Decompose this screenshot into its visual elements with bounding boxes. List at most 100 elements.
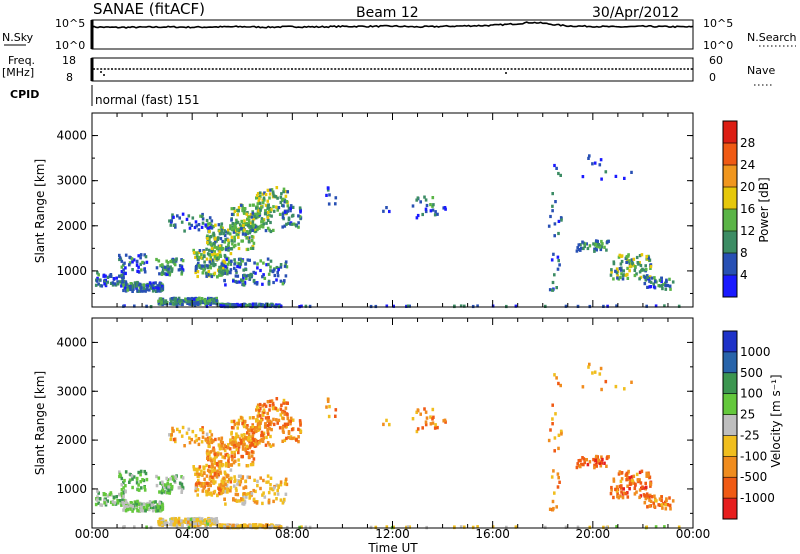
velocity-cell bbox=[118, 474, 121, 479]
power-cell bbox=[136, 269, 140, 273]
velocity-cell bbox=[109, 491, 113, 495]
velocity-cell bbox=[677, 525, 681, 529]
power-cell bbox=[257, 199, 261, 203]
velocity-cell bbox=[235, 432, 238, 436]
power-cell bbox=[223, 240, 227, 244]
power-cell bbox=[325, 193, 328, 197]
power-cell bbox=[204, 302, 208, 307]
power-cell bbox=[431, 196, 435, 200]
power-cell bbox=[646, 275, 650, 279]
velocity-cell bbox=[209, 522, 213, 526]
power-cell bbox=[267, 262, 270, 267]
colorbar-swatch bbox=[723, 231, 737, 254]
power-cell bbox=[170, 258, 174, 262]
power-cell bbox=[283, 200, 287, 204]
velocity-cell bbox=[588, 525, 592, 530]
power-cell bbox=[557, 259, 560, 263]
power-cell bbox=[116, 282, 120, 286]
power-cell bbox=[622, 273, 626, 277]
power-cell bbox=[204, 264, 207, 268]
velocity-cell bbox=[285, 482, 289, 487]
velocity-cell bbox=[212, 481, 216, 485]
velocity-cell bbox=[560, 432, 563, 436]
power-cell bbox=[271, 190, 275, 194]
power-cell bbox=[240, 303, 243, 307]
velocity-cell bbox=[638, 488, 642, 492]
velocity-cell bbox=[639, 481, 643, 485]
power-cell bbox=[133, 281, 137, 285]
velocity-cell bbox=[279, 525, 283, 529]
power-cell bbox=[213, 250, 216, 254]
power-cell bbox=[159, 302, 162, 306]
power-cell bbox=[213, 271, 217, 275]
velocity-cell bbox=[647, 473, 651, 477]
velocity-cell bbox=[551, 422, 554, 426]
velocity-cell bbox=[180, 519, 183, 523]
velocity-cell bbox=[279, 480, 283, 484]
power-cell bbox=[118, 255, 122, 260]
velocity-cell bbox=[201, 426, 204, 430]
power-cell bbox=[239, 257, 242, 261]
power-cell bbox=[645, 254, 648, 259]
velocity-cell bbox=[220, 436, 224, 440]
power-cell bbox=[202, 264, 206, 268]
velocity-cell bbox=[188, 441, 192, 445]
velocity-cell bbox=[668, 496, 671, 500]
velocity-cell bbox=[669, 507, 672, 511]
velocity-cell bbox=[424, 420, 428, 424]
velocity-cell bbox=[459, 525, 463, 529]
velocity-cell bbox=[289, 416, 293, 420]
velocity-cell bbox=[169, 522, 172, 527]
power-cell bbox=[246, 258, 250, 262]
nave-label: Nave bbox=[747, 64, 775, 77]
power-cell bbox=[432, 203, 435, 207]
colorbar-tick: 24 bbox=[740, 158, 755, 172]
velocity-cell bbox=[206, 481, 209, 486]
velocity-cell bbox=[237, 447, 240, 451]
power-cell bbox=[583, 244, 586, 249]
velocity-cell bbox=[453, 525, 456, 530]
power-cell bbox=[256, 215, 259, 219]
power-cell bbox=[244, 267, 248, 272]
power-cell bbox=[209, 298, 213, 302]
freq-tick-top: 18 bbox=[62, 54, 76, 67]
power-cell bbox=[586, 246, 590, 251]
velocity-cell bbox=[226, 443, 230, 447]
velocity-cell bbox=[298, 419, 302, 423]
power-cell bbox=[616, 276, 619, 280]
velocity-cell bbox=[220, 479, 224, 484]
velocity-cell bbox=[169, 437, 173, 442]
velocity-cell bbox=[260, 434, 263, 438]
velocity-cell bbox=[279, 483, 283, 487]
power-cell bbox=[298, 206, 302, 210]
power-cell bbox=[120, 275, 124, 279]
power-cell bbox=[270, 188, 274, 192]
power-cell bbox=[157, 286, 160, 290]
velocity-cell bbox=[635, 490, 638, 494]
power-cell bbox=[266, 210, 270, 215]
power-cell bbox=[600, 177, 603, 181]
power-cell bbox=[216, 237, 220, 241]
power-cell bbox=[272, 268, 276, 272]
velocity-cell bbox=[158, 490, 161, 494]
velocity-cell bbox=[552, 469, 555, 473]
power-cell bbox=[243, 228, 246, 232]
power-cell bbox=[256, 225, 260, 229]
power-cell bbox=[160, 300, 163, 304]
velocity-cell bbox=[202, 486, 205, 490]
velocity-cell bbox=[221, 485, 225, 490]
velocity-cell bbox=[115, 495, 118, 499]
power-cell bbox=[135, 263, 139, 267]
power-cell bbox=[648, 275, 652, 279]
velocity-cell bbox=[264, 443, 268, 447]
velocity-cell bbox=[174, 518, 177, 523]
velocity-cell bbox=[240, 523, 243, 528]
power-cell bbox=[261, 201, 265, 205]
velocity-cell bbox=[251, 436, 255, 440]
power-cell bbox=[228, 232, 232, 236]
power-cell bbox=[247, 240, 251, 244]
power-cell bbox=[97, 282, 100, 286]
cpid-label: CPID bbox=[10, 88, 39, 101]
power-cell bbox=[243, 280, 247, 284]
velocity-cell bbox=[218, 444, 221, 448]
